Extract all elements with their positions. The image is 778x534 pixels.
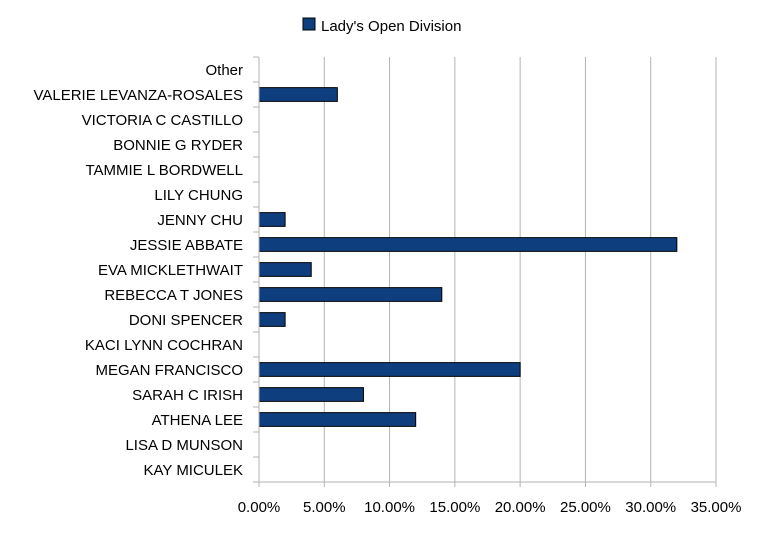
y-tick-label: ATHENA LEE [152, 412, 243, 429]
y-tick-labels: KAY MICULEK LISA D MUNSON ATHENA LEE SARAH … [33, 62, 243, 479]
legend: Lady's Open Division [302, 17, 461, 35]
y-tick-label: REBECCA T JONES [104, 287, 243, 304]
legend-label: Lady's Open Division [321, 18, 461, 35]
y-tick-label: LILY CHUNG [154, 187, 243, 204]
y-tick-label: TAMMIE L BORDWELL [85, 162, 243, 179]
bar [258, 237, 678, 252]
bar [258, 312, 286, 327]
x-tick-label: 20.00% [495, 499, 546, 516]
y-tick-label: VALERIE LEVANZA-ROSALES [33, 87, 243, 104]
x-tick-label: 10.00% [364, 499, 415, 516]
x-tick-label: 0.00% [238, 499, 281, 516]
y-tick-label: JENNY CHU [157, 212, 243, 229]
bar [258, 412, 417, 427]
y-tick-label: JESSIE ABBATE [130, 237, 243, 254]
bar [258, 387, 364, 402]
y-tick-label: DONI SPENCER [129, 312, 243, 329]
x-tick-label: 25.00% [560, 499, 611, 516]
y-tick-label: SARAH C IRISH [132, 387, 243, 404]
x-tick-label: 35.00% [691, 499, 742, 516]
bar [258, 262, 312, 277]
gridlines [258, 57, 717, 487]
bar [258, 212, 286, 227]
x-tick-label: 15.00% [429, 499, 480, 516]
x-tick-labels: 0.00% 5.00% 10.00% 15.00% 20.00% 25.00% 30.00%… [238, 499, 742, 516]
y-tick-label: MEGAN FRANCISCO [95, 362, 243, 379]
bar [258, 87, 338, 102]
x-tick-label: 5.00% [303, 499, 346, 516]
y-tick-label: KACI LYNN COCHRAN [85, 337, 243, 354]
y-tick-label: VICTORIA C CASTILLO [82, 112, 243, 129]
x-tick-label: 30.00% [625, 499, 676, 516]
axes [253, 56, 716, 483]
y-tick-label: KAY MICULEK [144, 462, 243, 479]
y-tick-label: LISA D MUNSON [125, 437, 243, 454]
legend-swatch [302, 17, 316, 31]
bar [258, 287, 443, 302]
y-tick-label: EVA MICKLETHWAIT [98, 262, 243, 279]
bar [258, 362, 521, 377]
y-tick-label: BONNIE G RYDER [113, 137, 243, 154]
y-tick-label: Other [205, 62, 243, 79]
bars [258, 87, 678, 427]
